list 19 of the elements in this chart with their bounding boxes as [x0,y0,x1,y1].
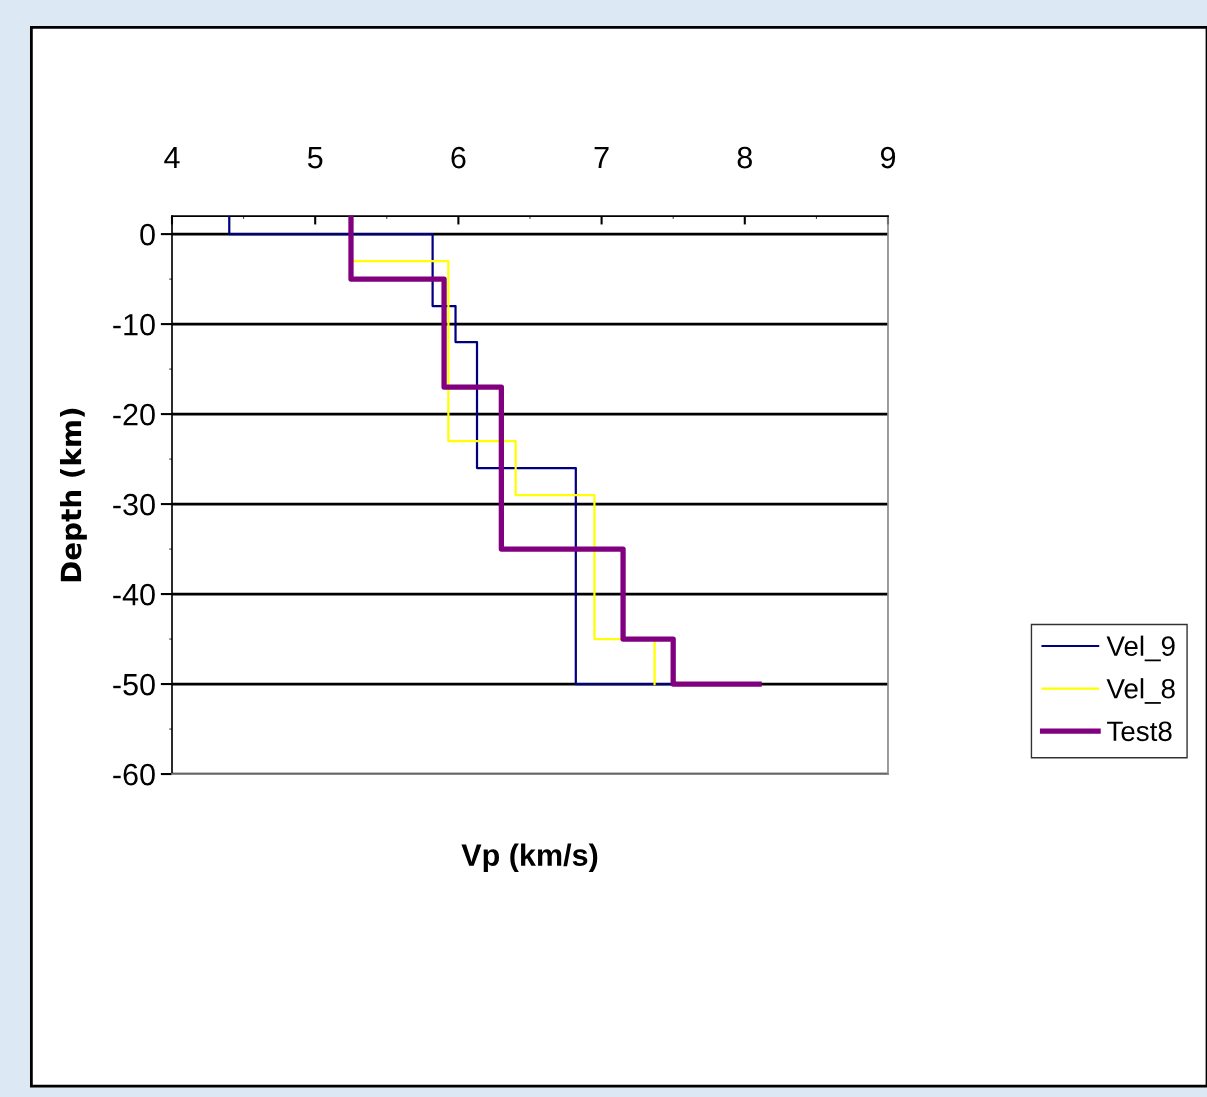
y-tick-label: -20 [113,403,155,426]
y-axis-title: Depth (km) [59,408,87,582]
y-tick-label: -50 [113,673,155,696]
x-tick-label: 4 [164,147,180,169]
x-tick-label: 7 [594,147,609,169]
legend-label: Vel_8 [1106,678,1175,704]
y-tick-label: -40 [113,583,155,606]
x-tick-label: 5 [307,147,323,169]
x-tick-label: 9 [880,146,896,169]
legend-label: Vel_9 [1106,635,1175,662]
y-tick-label: 0 [140,223,155,246]
line-series [228,216,672,686]
x-tick-label: 8 [737,146,752,169]
x-tick-label: 6 [451,146,466,169]
y-tick-label: -60 [113,763,155,786]
x-axis-title: Vp (km/s) [461,843,598,872]
y-tick-label: -30 [113,493,155,516]
y-tick-label: -10 [113,313,155,336]
legend-label: Test8 [1107,721,1172,742]
